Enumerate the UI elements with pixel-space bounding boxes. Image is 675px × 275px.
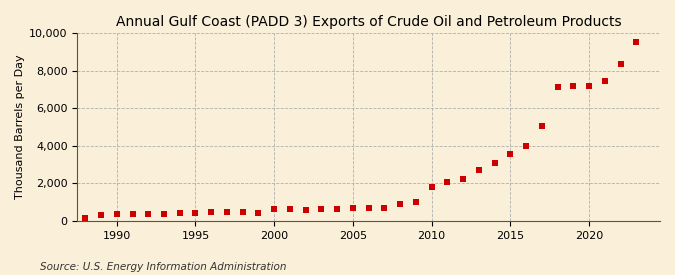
- Y-axis label: Thousand Barrels per Day: Thousand Barrels per Day: [15, 55, 25, 199]
- Point: [143, 212, 154, 216]
- Point: [190, 211, 201, 215]
- Point: [253, 210, 264, 215]
- Point: [96, 213, 107, 218]
- Point: [474, 168, 485, 172]
- Point: [316, 207, 327, 211]
- Point: [379, 206, 390, 210]
- Point: [159, 212, 169, 216]
- Point: [206, 210, 217, 214]
- Point: [615, 62, 626, 66]
- Point: [300, 208, 311, 213]
- Point: [552, 85, 563, 90]
- Point: [348, 206, 358, 210]
- Point: [363, 206, 374, 210]
- Point: [174, 211, 185, 216]
- Point: [584, 83, 595, 88]
- Point: [127, 212, 138, 216]
- Title: Annual Gulf Coast (PADD 3) Exports of Crude Oil and Petroleum Products: Annual Gulf Coast (PADD 3) Exports of Cr…: [116, 15, 622, 29]
- Point: [221, 210, 232, 214]
- Point: [427, 185, 437, 189]
- Point: [285, 207, 296, 211]
- Point: [269, 207, 279, 211]
- Point: [238, 210, 248, 214]
- Point: [631, 40, 642, 45]
- Point: [442, 180, 453, 185]
- Point: [458, 177, 468, 181]
- Point: [80, 216, 90, 220]
- Point: [537, 124, 547, 128]
- Point: [568, 83, 578, 88]
- Point: [332, 207, 343, 211]
- Text: Source: U.S. Energy Information Administration: Source: U.S. Energy Information Administ…: [40, 262, 287, 272]
- Point: [410, 200, 421, 204]
- Point: [489, 161, 500, 165]
- Point: [505, 152, 516, 156]
- Point: [599, 79, 610, 83]
- Point: [520, 144, 531, 148]
- Point: [111, 212, 122, 216]
- Point: [395, 202, 406, 206]
